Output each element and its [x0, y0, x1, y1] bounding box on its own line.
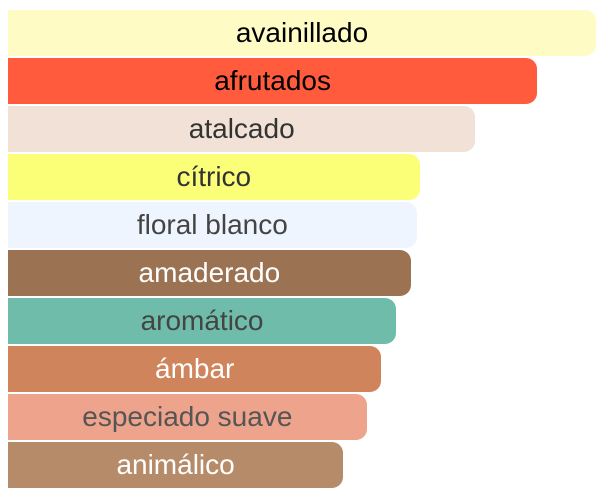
bar-4: floral blanco	[8, 202, 417, 248]
bar-8: especiado suave	[8, 394, 367, 440]
bar-6: aromático	[8, 298, 397, 344]
bar-9: animálico	[8, 442, 344, 488]
bar-label: floral blanco	[136, 209, 288, 240]
bar-1: afrutados	[8, 58, 538, 104]
bar-label: aromático	[140, 305, 264, 336]
bar-label: ámbar	[155, 353, 235, 384]
bar-label: animálico	[116, 449, 235, 480]
bar-label: amaderado	[138, 257, 281, 288]
bar-2: atalcado	[8, 106, 476, 152]
bar-label: atalcado	[188, 113, 295, 144]
bar-label: avainillado	[235, 17, 369, 48]
bar-7: ámbar	[8, 346, 382, 392]
bar-3: cítrico	[8, 154, 420, 200]
bar-label: especiado suave	[82, 401, 293, 432]
bar-label: cítrico	[176, 161, 252, 192]
bar-label: afrutados	[214, 65, 331, 96]
bar-5: amaderado	[8, 250, 411, 296]
bar-0: avainillado	[8, 10, 596, 56]
